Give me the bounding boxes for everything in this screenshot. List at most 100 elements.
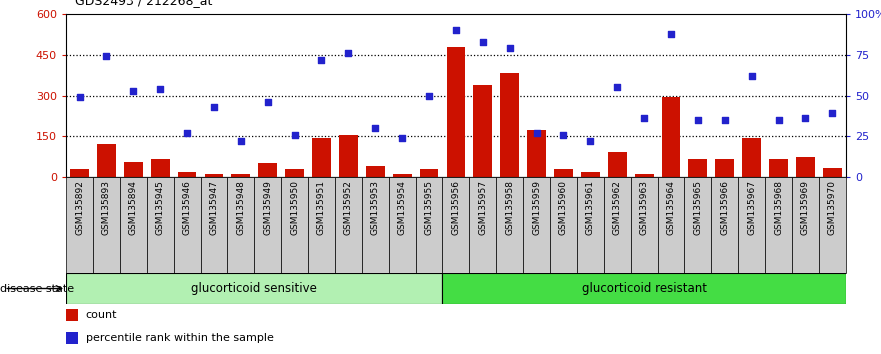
Bar — [201, 177, 227, 273]
Text: GSM135964: GSM135964 — [667, 180, 676, 235]
Point — [529, 130, 544, 136]
Bar — [416, 177, 442, 273]
Text: GSM135956: GSM135956 — [451, 180, 461, 235]
Point — [664, 31, 678, 36]
Text: GSM135965: GSM135965 — [693, 180, 702, 235]
Point — [287, 132, 301, 137]
Text: GSM135949: GSM135949 — [263, 180, 272, 235]
Text: GSM135948: GSM135948 — [236, 180, 245, 235]
Bar — [688, 159, 707, 177]
Text: disease state: disease state — [0, 284, 74, 293]
Text: GDS2493 / 212268_at: GDS2493 / 212268_at — [75, 0, 212, 7]
Bar — [769, 159, 788, 177]
Bar — [818, 177, 846, 273]
Text: GSM135894: GSM135894 — [129, 180, 137, 235]
Point — [744, 73, 759, 79]
Bar — [393, 174, 411, 177]
Bar — [765, 177, 792, 273]
Bar — [232, 174, 250, 177]
Text: count: count — [85, 310, 117, 320]
Bar — [312, 138, 331, 177]
Bar — [120, 177, 147, 273]
Text: GSM135947: GSM135947 — [210, 180, 218, 235]
Point — [341, 50, 355, 56]
Bar — [66, 177, 93, 273]
Text: GSM135950: GSM135950 — [290, 180, 300, 235]
Bar — [796, 158, 815, 177]
Bar — [174, 177, 201, 273]
Bar — [366, 166, 385, 177]
Bar — [823, 168, 841, 177]
Bar — [603, 177, 631, 273]
Text: GSM135951: GSM135951 — [317, 180, 326, 235]
Bar — [147, 177, 174, 273]
Bar — [339, 135, 358, 177]
Bar — [792, 177, 818, 273]
Text: GSM135967: GSM135967 — [747, 180, 756, 235]
Point — [611, 85, 625, 90]
Point — [368, 125, 382, 131]
Text: GSM135957: GSM135957 — [478, 180, 487, 235]
Point — [691, 117, 705, 123]
Text: GSM135955: GSM135955 — [425, 180, 433, 235]
Point — [448, 28, 463, 33]
Bar — [93, 177, 120, 273]
Text: GSM135961: GSM135961 — [586, 180, 595, 235]
Bar — [178, 172, 196, 177]
Text: glucorticoid sensitive: glucorticoid sensitive — [191, 282, 317, 295]
Point — [718, 117, 732, 123]
Text: GSM135960: GSM135960 — [559, 180, 568, 235]
Bar — [554, 170, 573, 177]
Bar — [442, 177, 470, 273]
Text: GSM135945: GSM135945 — [156, 180, 165, 235]
Point — [503, 46, 517, 51]
Text: GSM135959: GSM135959 — [532, 180, 541, 235]
Bar — [285, 170, 304, 177]
Bar — [97, 144, 115, 177]
Bar — [419, 170, 439, 177]
Bar — [662, 97, 680, 177]
Text: percentile rank within the sample: percentile rank within the sample — [85, 333, 273, 343]
Text: GSM135968: GSM135968 — [774, 180, 783, 235]
Text: GSM135963: GSM135963 — [640, 180, 648, 235]
Text: GSM135893: GSM135893 — [102, 180, 111, 235]
Bar — [124, 162, 143, 177]
Bar — [523, 177, 550, 273]
Bar — [66, 309, 78, 321]
Bar — [577, 177, 603, 273]
Point — [207, 104, 221, 110]
Bar — [743, 138, 761, 177]
Point — [557, 132, 571, 137]
Bar — [281, 177, 308, 273]
Bar — [442, 273, 846, 304]
Point — [100, 54, 114, 59]
Point — [261, 99, 275, 105]
Bar — [527, 130, 546, 177]
Point — [126, 88, 140, 93]
Bar — [550, 177, 577, 273]
Bar — [685, 177, 711, 273]
Bar — [581, 172, 600, 177]
Bar — [496, 177, 523, 273]
Text: GSM135966: GSM135966 — [721, 180, 729, 235]
Text: GSM135946: GSM135946 — [182, 180, 191, 235]
Bar — [227, 177, 255, 273]
Bar — [258, 163, 278, 177]
Point — [233, 138, 248, 144]
Bar — [151, 159, 169, 177]
Bar — [66, 332, 78, 343]
Text: GSM135962: GSM135962 — [612, 180, 622, 235]
Bar — [362, 177, 389, 273]
Bar — [500, 73, 519, 177]
Point — [315, 57, 329, 63]
Bar — [204, 174, 224, 177]
Point — [825, 111, 840, 116]
Bar — [255, 177, 281, 273]
Text: glucorticoid resistant: glucorticoid resistant — [581, 282, 707, 295]
Bar — [70, 169, 89, 177]
Bar — [66, 273, 442, 304]
Text: GSM135953: GSM135953 — [371, 180, 380, 235]
Text: GSM135958: GSM135958 — [505, 180, 515, 235]
Bar — [308, 177, 335, 273]
Point — [395, 135, 409, 141]
